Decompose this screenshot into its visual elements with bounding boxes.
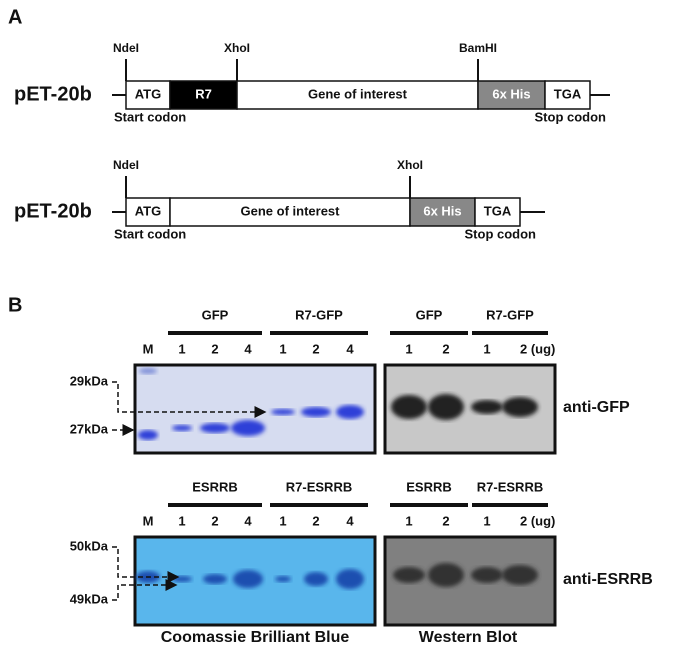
band [301, 407, 331, 417]
lane-label: 2 [211, 513, 218, 528]
marker-label: 50kDa [70, 538, 109, 553]
band [200, 423, 230, 433]
band [233, 570, 263, 588]
band [336, 405, 364, 419]
segment-label: ATG [135, 86, 161, 101]
band [428, 563, 464, 587]
lane-label: 2 [211, 341, 218, 356]
band [471, 400, 503, 414]
group-label: GFP [202, 307, 229, 322]
site-label: NdeI [113, 41, 139, 55]
band [391, 395, 427, 419]
start-label: Start codon [114, 226, 186, 241]
segment [125, 197, 171, 227]
band [471, 567, 503, 583]
stop-label: Stop codon [535, 109, 607, 124]
site-label: XhoI [397, 158, 423, 172]
group-label: R7-ESRRB [286, 479, 352, 494]
caption: Coomassie Brilliant Blue [161, 629, 350, 646]
lane-label: 2 [312, 513, 319, 528]
marker-label: 49kDa [70, 591, 109, 606]
lane-label: 1 [405, 341, 412, 356]
segment [169, 80, 238, 110]
band [428, 394, 464, 420]
lane-label: 4 [244, 513, 252, 528]
vector-name: pET-20b [14, 83, 92, 105]
band [172, 425, 192, 431]
segment-label: 6x His [492, 86, 530, 101]
segment [236, 80, 479, 110]
marker-arrow [112, 579, 178, 601]
lane-label: M [143, 513, 154, 528]
group-label: ESRRB [406, 479, 452, 494]
band [393, 567, 425, 583]
band [502, 397, 538, 417]
marker-label: 29kDa [70, 373, 109, 388]
segment [544, 80, 591, 110]
lane-label: 4 [244, 341, 252, 356]
segment-label: 6x His [423, 203, 461, 218]
antibody-label: anti-GFP [563, 399, 630, 416]
lane-label: 2 (ug) [520, 341, 555, 356]
vector-name: pET-20b [14, 200, 92, 222]
site-label: NdeI [113, 158, 139, 172]
lane-label: 1 [178, 513, 185, 528]
segment [125, 80, 171, 110]
band [336, 569, 364, 589]
marker-arrow [112, 381, 267, 418]
site-label: BamHI [459, 41, 497, 55]
site-label: XhoI [224, 41, 250, 55]
lane-label: 1 [483, 341, 490, 356]
stop-label: Stop codon [465, 226, 537, 241]
band [275, 576, 291, 582]
segment [474, 197, 521, 227]
lane-label: 4 [346, 341, 354, 356]
band [203, 574, 227, 584]
group-label: R7-ESRRB [477, 479, 543, 494]
segment-label: TGA [554, 86, 582, 101]
band [231, 420, 265, 436]
lane-label: 2 [442, 341, 449, 356]
band [502, 565, 538, 585]
lane-label: 2 [442, 513, 449, 528]
lane-label: 1 [178, 341, 185, 356]
marker-arrow [112, 546, 180, 583]
lane-label: 2 (ug) [520, 513, 555, 528]
caption: Western Blot [419, 629, 518, 646]
segment-label: Gene of interest [241, 203, 341, 218]
segment-label: TGA [484, 203, 512, 218]
group-label: ESRRB [192, 479, 238, 494]
panel-label: B [8, 294, 22, 316]
antibody-label: anti-ESRRB [563, 571, 653, 588]
band [271, 409, 295, 415]
segment-label: Gene of interest [308, 86, 408, 101]
segment-label: R7 [195, 86, 212, 101]
start-label: Start codon [114, 109, 186, 124]
lane-label: 1 [405, 513, 412, 528]
lane-label: M [143, 341, 154, 356]
segment-label: ATG [135, 203, 161, 218]
group-label: R7-GFP [486, 307, 534, 322]
lane-label: 1 [483, 513, 490, 528]
band [139, 368, 157, 374]
lane-label: 1 [279, 341, 286, 356]
group-label: R7-GFP [295, 307, 343, 322]
band [138, 430, 158, 440]
panel-label: A [8, 6, 22, 28]
lane-label: 1 [279, 513, 286, 528]
band [304, 572, 328, 586]
marker-label: 27kDa [70, 421, 109, 436]
lane-label: 2 [312, 341, 319, 356]
lane-label: 4 [346, 513, 354, 528]
segment [477, 80, 546, 110]
group-label: GFP [416, 307, 443, 322]
